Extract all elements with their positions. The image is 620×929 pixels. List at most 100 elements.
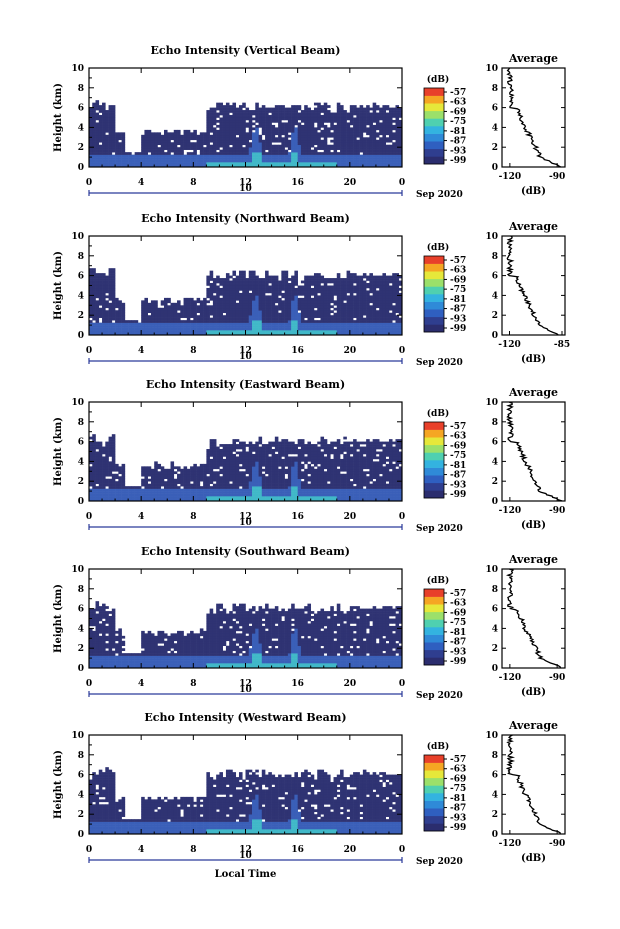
- echo-cell: [216, 287, 220, 291]
- echo-cell: [124, 330, 129, 333]
- echo-cell: [157, 478, 162, 482]
- echo-cell: [385, 124, 390, 128]
- echo-cell: [300, 315, 305, 318]
- echo-cell: [353, 134, 357, 138]
- echo-cell: [212, 310, 217, 314]
- echo-cell: [160, 468, 165, 472]
- echo-cell: [385, 302, 390, 306]
- echo-cell: [252, 330, 256, 333]
- echo-cell: [271, 290, 276, 294]
- echo-cell: [121, 325, 126, 328]
- echo-cell: [193, 466, 197, 470]
- echo-cell: [108, 317, 113, 321]
- echo-cell: [144, 483, 148, 487]
- echo-cell: [398, 119, 403, 123]
- echo-cell: [271, 157, 276, 160]
- echo-cell: [382, 315, 386, 318]
- echo-cell: [160, 300, 165, 304]
- echo-cell: [95, 486, 100, 489]
- echo-cell: [98, 473, 103, 477]
- echo-cell: [330, 285, 334, 289]
- echo-cell: [186, 132, 191, 136]
- echo-cell: [261, 332, 266, 336]
- echo-cell: [206, 312, 210, 316]
- echo-cell: [222, 137, 227, 141]
- echo-cell: [163, 491, 168, 494]
- echo-cell: [294, 310, 298, 314]
- echo-cell: [398, 307, 403, 311]
- echo-cell: [238, 483, 243, 487]
- echo-cell: [255, 444, 259, 447]
- echo-cell: [333, 315, 338, 318]
- echo-cell: [359, 322, 364, 326]
- echo-cell: [340, 295, 344, 299]
- echo-cell: [297, 322, 302, 326]
- echo-cell: [304, 290, 308, 294]
- echo-cell: [108, 139, 113, 143]
- echo-cell: [216, 317, 220, 321]
- echo-cell: [157, 307, 162, 311]
- echo-cell: [356, 330, 360, 333]
- echo-cell: [193, 300, 197, 304]
- echo-cell: [245, 493, 250, 497]
- echo-cell: [157, 463, 162, 467]
- echo-cell: [238, 476, 243, 480]
- echo-cell: [327, 307, 331, 311]
- echo-cell: [222, 488, 227, 492]
- echo-cell: [124, 498, 129, 502]
- echo-cell: [245, 124, 250, 128]
- echo-cell: [297, 327, 302, 331]
- echo-cell: [111, 325, 116, 328]
- colorbar-frame: [423, 255, 445, 333]
- echo-cell: [95, 491, 100, 494]
- echo-cell: [375, 315, 380, 318]
- echo-cell: [180, 483, 184, 487]
- echo-cell: [137, 488, 142, 492]
- echo-cell: [255, 144, 259, 148]
- echo-cell: [274, 112, 279, 116]
- echo-cell: [278, 297, 282, 301]
- echo-cell: [98, 307, 103, 311]
- echo-cell: [343, 154, 347, 158]
- echo-cell: [313, 332, 318, 336]
- echo-cell: [379, 157, 383, 160]
- echo-cell: [238, 159, 243, 163]
- echo-cell: [274, 107, 279, 111]
- echo-cell: [265, 310, 269, 314]
- echo-cell: [317, 119, 321, 123]
- echo-cell: [209, 478, 214, 482]
- echo-cell: [362, 307, 367, 311]
- echo-cell: [242, 164, 246, 168]
- echo-cell: [238, 105, 243, 108]
- echo-cell: [323, 149, 328, 153]
- echo-cell: [111, 275, 116, 279]
- echo-cell: [291, 142, 295, 146]
- echo-cell: [102, 285, 106, 289]
- echo-cell: [343, 110, 347, 113]
- echo-cell: [307, 300, 312, 304]
- echo-cell: [353, 322, 357, 326]
- echo-cell: [95, 315, 100, 318]
- echo-cell: [232, 152, 237, 155]
- echo-cell: [141, 466, 145, 470]
- echo-cell: [287, 300, 292, 304]
- echo-cell: [134, 164, 139, 168]
- echo-cell: [278, 292, 282, 296]
- echo-cell: [327, 332, 331, 336]
- echo-cell: [333, 320, 338, 323]
- echo-cell: [248, 112, 253, 116]
- echo-cell: [382, 124, 386, 128]
- echo-cell: [209, 320, 214, 323]
- echo-cell: [167, 152, 171, 155]
- echo-cell: [356, 315, 360, 318]
- echo-cell: [291, 127, 295, 131]
- echo-cell: [349, 285, 354, 289]
- echo-cell: [291, 159, 295, 163]
- echo-cell: [346, 162, 351, 165]
- echo-cell: [95, 285, 100, 289]
- echo-cell: [92, 310, 96, 314]
- echo-cell: [297, 152, 302, 155]
- echo-cell: [163, 157, 168, 160]
- echo-cell: [375, 280, 380, 284]
- echo-cell: [258, 483, 263, 487]
